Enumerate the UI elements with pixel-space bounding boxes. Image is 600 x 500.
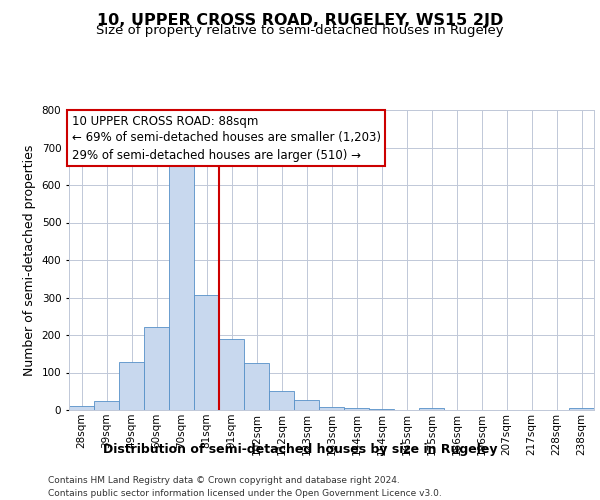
Bar	[269, 391, 294, 410]
Y-axis label: Number of semi-detached properties: Number of semi-detached properties	[23, 144, 36, 376]
Text: 10, UPPER CROSS ROAD, RUGELEY, WS15 2JD: 10, UPPER CROSS ROAD, RUGELEY, WS15 2JD	[97, 12, 503, 28]
Bar	[69, 406, 94, 410]
Bar	[419, 408, 444, 410]
Bar	[369, 408, 394, 410]
Bar	[219, 339, 244, 410]
Text: Distribution of semi-detached houses by size in Rugeley: Distribution of semi-detached houses by …	[103, 442, 497, 456]
Bar	[194, 294, 219, 410]
Bar	[169, 164, 194, 410]
Bar	[94, 400, 119, 410]
Text: Contains HM Land Registry data © Crown copyright and database right 2024.: Contains HM Land Registry data © Crown c…	[48, 476, 400, 485]
Bar	[119, 362, 144, 410]
Bar	[144, 327, 169, 410]
Bar	[569, 408, 594, 410]
Text: Size of property relative to semi-detached houses in Rugeley: Size of property relative to semi-detach…	[96, 24, 504, 37]
Text: Contains public sector information licensed under the Open Government Licence v3: Contains public sector information licen…	[48, 489, 442, 498]
Bar	[319, 407, 344, 410]
Text: 10 UPPER CROSS ROAD: 88sqm
← 69% of semi-detached houses are smaller (1,203)
29%: 10 UPPER CROSS ROAD: 88sqm ← 69% of semi…	[71, 114, 380, 162]
Bar	[344, 408, 369, 410]
Bar	[244, 363, 269, 410]
Bar	[294, 400, 319, 410]
